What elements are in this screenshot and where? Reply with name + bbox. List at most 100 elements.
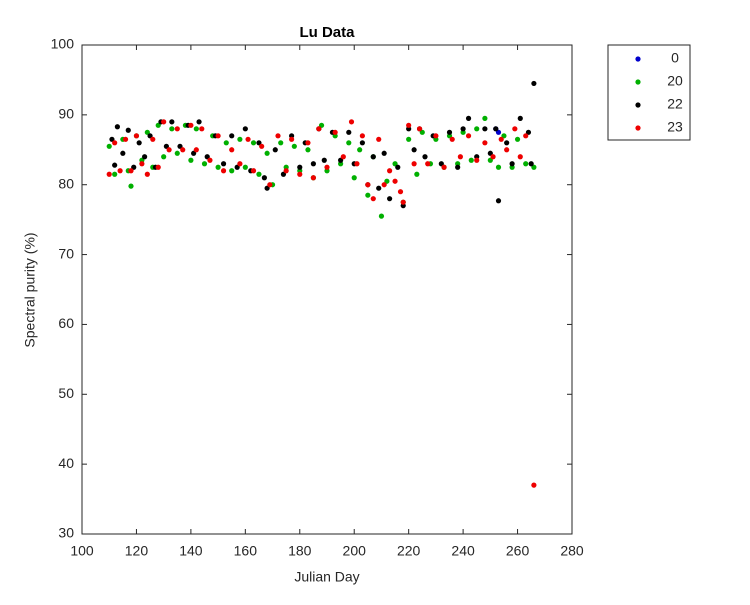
point	[498, 136, 504, 142]
point	[223, 140, 229, 146]
point	[528, 161, 534, 167]
point	[359, 133, 365, 139]
point	[406, 122, 412, 128]
point	[531, 80, 537, 87]
point	[381, 150, 387, 156]
point	[509, 161, 515, 167]
legend-marker	[635, 102, 641, 108]
point	[144, 129, 150, 135]
point	[531, 482, 537, 488]
point	[166, 147, 172, 153]
point	[237, 161, 243, 167]
point	[512, 126, 518, 132]
point	[204, 154, 210, 160]
point	[495, 129, 502, 135]
point	[316, 126, 322, 132]
point	[215, 133, 221, 139]
point	[348, 119, 355, 125]
legend-label: 23	[667, 119, 683, 135]
x-tick-label: 180	[288, 543, 312, 559]
y-tick-label: 30	[58, 525, 74, 541]
point	[425, 161, 431, 167]
point	[523, 133, 529, 139]
point	[354, 161, 360, 167]
point	[242, 126, 248, 132]
point	[525, 129, 532, 135]
point	[493, 126, 499, 132]
point	[122, 136, 129, 142]
point	[109, 136, 115, 142]
x-tick-label: 100	[70, 543, 94, 559]
point	[384, 178, 390, 184]
x-tick-label: 240	[451, 543, 475, 559]
point	[482, 126, 488, 132]
point	[446, 129, 453, 135]
point	[261, 175, 267, 181]
point	[283, 168, 289, 174]
point	[264, 185, 270, 191]
point	[395, 164, 401, 170]
point	[229, 168, 235, 174]
point	[310, 175, 316, 181]
point	[318, 122, 325, 128]
point	[161, 154, 167, 160]
y-axis-label: Spectral purity (%)	[22, 232, 38, 347]
point	[256, 140, 262, 146]
point	[297, 171, 303, 177]
legend	[607, 44, 691, 141]
chart-title: Lu Data	[299, 24, 355, 41]
point	[106, 171, 112, 177]
point	[180, 147, 186, 153]
point	[229, 133, 235, 139]
point	[136, 140, 142, 146]
point	[441, 164, 447, 170]
point	[468, 157, 474, 163]
point	[207, 157, 213, 163]
point	[370, 196, 376, 202]
point	[139, 161, 145, 167]
point	[531, 164, 537, 170]
point	[455, 164, 461, 170]
point	[112, 162, 118, 168]
point	[142, 154, 148, 160]
point	[128, 168, 134, 174]
point	[321, 157, 327, 163]
point	[397, 189, 404, 195]
point	[490, 154, 496, 160]
point	[411, 147, 417, 153]
point	[267, 182, 273, 188]
point	[201, 161, 208, 167]
point	[112, 171, 118, 177]
point	[147, 133, 153, 139]
point	[128, 183, 134, 189]
point	[517, 115, 523, 121]
point	[193, 126, 199, 132]
y-tick-label: 90	[58, 106, 74, 122]
point	[392, 178, 398, 184]
point	[144, 171, 150, 177]
point	[256, 171, 262, 177]
x-tick-label: 200	[343, 543, 367, 559]
point	[155, 164, 161, 170]
point	[378, 213, 385, 219]
point	[381, 182, 387, 188]
point	[289, 136, 295, 142]
point	[174, 126, 180, 132]
point	[517, 154, 523, 160]
legend-label: 22	[667, 96, 683, 112]
point	[242, 164, 248, 170]
legend-marker	[635, 79, 641, 85]
point	[414, 171, 420, 177]
point	[346, 140, 352, 146]
point	[487, 157, 493, 163]
point	[460, 126, 466, 132]
point	[310, 161, 316, 167]
point	[474, 126, 480, 132]
point	[351, 175, 357, 181]
point	[438, 161, 444, 167]
point	[169, 126, 175, 132]
point	[245, 136, 251, 142]
point	[523, 161, 529, 167]
point	[259, 143, 265, 149]
point	[457, 154, 463, 160]
